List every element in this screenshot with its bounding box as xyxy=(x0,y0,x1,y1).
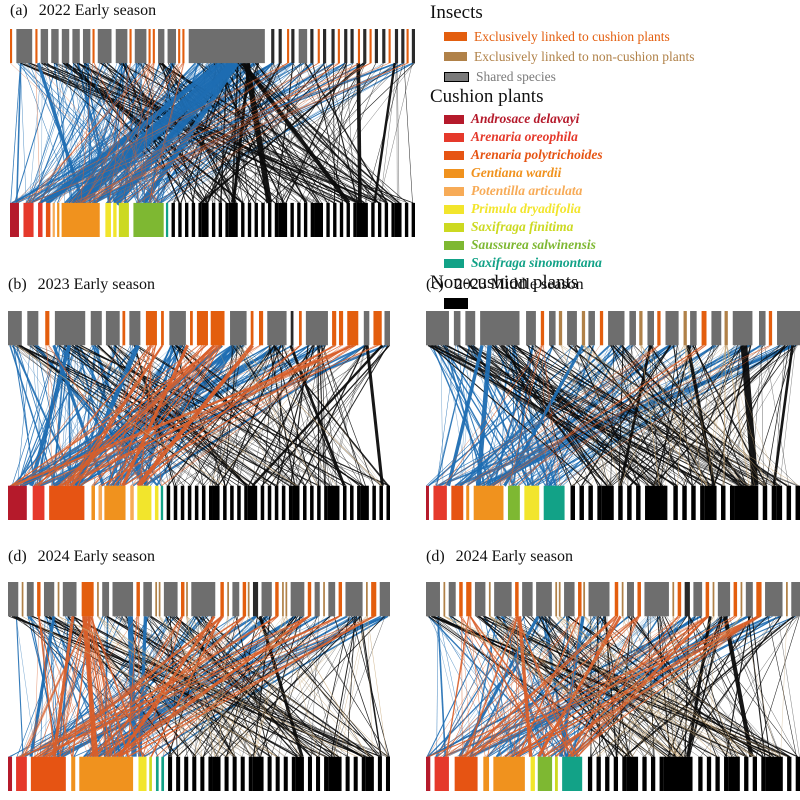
panel-d2-title: (d) 2024 Early season xyxy=(426,548,573,566)
network-panel-a xyxy=(10,29,415,237)
legend-item-noncushion-exclusive: Exclusively linked to non-cushion plants xyxy=(430,49,798,64)
noncushion-exclusive-label: Exclusively linked to non-cushion plants xyxy=(474,49,695,64)
potentilla-articulata-swatch xyxy=(444,186,464,196)
legend-item-shared-species: Shared species xyxy=(430,69,798,84)
cushion-exclusive-swatch xyxy=(444,32,467,41)
panel-b-label: (b) xyxy=(8,276,27,293)
panel-c-season: 2023 Middle season xyxy=(454,276,584,293)
arenaria-polytrichoides-label: Arenaria polytrichoides xyxy=(471,147,603,162)
bipartite-network-d2 xyxy=(426,582,800,791)
arenaria-oreophila-label: Arenaria oreophila xyxy=(471,129,578,144)
network-panel-d xyxy=(8,582,390,791)
saxifraga-sinomontana-label: Saxifraga sinomontana xyxy=(471,255,602,270)
gentiana-wardii-label: Gentiana wardii xyxy=(471,165,562,180)
legend-insects-heading: Insects xyxy=(430,2,483,23)
legend-species-primula-dryadifolia: Primula dryadifolia xyxy=(430,202,798,216)
legend-species-saxifraga-finitima: Saxifraga finitima xyxy=(430,220,798,234)
bipartite-network-c xyxy=(426,311,800,520)
shared-species-label: Shared species xyxy=(476,69,556,84)
saxifraga-finitima-swatch xyxy=(444,222,464,232)
panel-d-label: (d) xyxy=(8,548,27,565)
legend-species-gentiana-wardii: Gentiana wardii xyxy=(430,166,798,180)
panel-d-title: (d) 2024 Early season xyxy=(8,548,155,566)
androsace-delavayi-swatch xyxy=(444,114,464,124)
legend-cushion-heading: Cushion plants xyxy=(430,86,544,107)
panel-c-title: (c) 2023 Middle season xyxy=(426,276,584,294)
noncushion-plants-swatch xyxy=(444,298,468,309)
primula-dryadifolia-label: Primula dryadifolia xyxy=(471,201,581,216)
saussurea-salwinensis-swatch xyxy=(444,240,464,250)
saxifraga-sinomontana-swatch xyxy=(444,258,464,268)
saxifraga-finitima-label: Saxifraga finitima xyxy=(471,219,574,234)
cushion-exclusive-label: Exclusively linked to cushion plants xyxy=(474,29,670,44)
network-panel-c xyxy=(426,311,800,520)
panel-d2-season: 2024 Early season xyxy=(455,548,573,565)
arenaria-oreophila-swatch xyxy=(444,132,464,142)
potentilla-articulata-label: Potentilla articulata xyxy=(471,183,583,198)
panel-a-title: (a) 2022 Early season xyxy=(10,2,156,20)
legend-species-androsace-delavayi: Androsace delavayi xyxy=(430,112,798,126)
legend-species-potentilla-articulata: Potentilla articulata xyxy=(430,184,798,198)
panel-d-season: 2024 Early season xyxy=(37,548,155,565)
androsace-delavayi-label: Androsace delavayi xyxy=(471,111,580,126)
legend-item-cushion-exclusive: Exclusively linked to cushion plants xyxy=(430,29,798,44)
primula-dryadifolia-swatch xyxy=(444,204,464,214)
panel-a-season: 2022 Early season xyxy=(38,2,157,19)
bipartite-network-d xyxy=(8,582,390,791)
legend-noncushion-heading: Non-cushion plants xyxy=(430,272,579,293)
arenaria-polytrichoides-swatch xyxy=(444,150,464,160)
panel-b-title: (b) 2023 Early season xyxy=(8,276,155,294)
saussurea-salwinensis-label: Saussurea salwinensis xyxy=(471,237,596,252)
network-panel-b xyxy=(8,311,390,520)
legend-species-saussurea-salwinensis: Saussurea salwinensis xyxy=(430,238,798,252)
gentiana-wardii-swatch xyxy=(444,168,464,178)
legend: Insects Exclusively linked to cushion pl… xyxy=(430,0,798,314)
panel-b-season: 2023 Early season xyxy=(37,276,155,293)
bipartite-network-b xyxy=(8,311,390,520)
panel-c-label: (c) xyxy=(426,276,444,293)
legend-species-arenaria-oreophila: Arenaria oreophila xyxy=(430,130,798,144)
network-panel-d2 xyxy=(426,582,800,791)
panel-d2-label: (d) xyxy=(426,548,445,565)
shared-species-swatch xyxy=(444,71,469,82)
legend-species-saxifraga-sinomontana: Saxifraga sinomontana xyxy=(430,256,798,270)
panel-a-label: (a) xyxy=(10,2,28,19)
bipartite-network-a xyxy=(10,29,415,237)
noncushion-exclusive-swatch xyxy=(444,52,467,61)
legend-species-arenaria-polytrichoides: Arenaria polytrichoides xyxy=(430,148,798,162)
